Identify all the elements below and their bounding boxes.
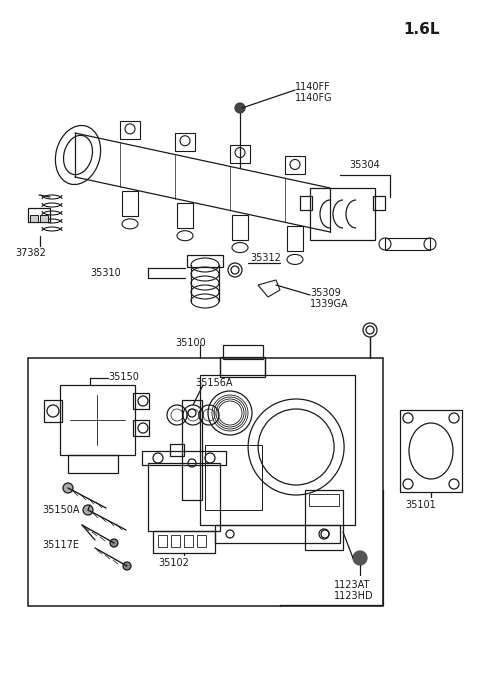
Bar bbox=[148, 463, 220, 531]
Circle shape bbox=[83, 505, 93, 515]
Bar bbox=[215, 525, 340, 543]
Bar bbox=[30, 215, 38, 222]
Bar bbox=[177, 203, 193, 228]
Circle shape bbox=[63, 483, 73, 493]
Bar bbox=[385, 238, 430, 250]
Text: 1123AT: 1123AT bbox=[334, 580, 371, 590]
Text: 35101: 35101 bbox=[405, 500, 436, 510]
Bar bbox=[200, 375, 355, 525]
Bar bbox=[287, 226, 303, 251]
Circle shape bbox=[110, 539, 118, 547]
Text: 35117E: 35117E bbox=[42, 540, 79, 550]
Bar bbox=[120, 121, 140, 139]
Bar bbox=[232, 214, 248, 239]
Bar bbox=[310, 188, 375, 240]
Bar bbox=[300, 196, 312, 210]
Text: 1.6L: 1.6L bbox=[404, 22, 440, 37]
Bar bbox=[187, 255, 223, 267]
Text: 35102: 35102 bbox=[158, 558, 189, 568]
Bar bbox=[171, 535, 180, 547]
Circle shape bbox=[235, 103, 245, 113]
Text: 35309: 35309 bbox=[310, 288, 341, 298]
Bar bbox=[175, 133, 195, 151]
Text: 35156A: 35156A bbox=[195, 378, 232, 388]
Bar bbox=[197, 535, 206, 547]
Circle shape bbox=[123, 562, 131, 570]
Bar bbox=[60, 385, 135, 455]
Bar bbox=[28, 208, 50, 222]
Bar bbox=[400, 410, 462, 492]
Text: 1140FF: 1140FF bbox=[295, 82, 331, 92]
Bar bbox=[182, 400, 202, 500]
Bar bbox=[153, 531, 215, 553]
Bar bbox=[28, 358, 383, 606]
Text: 35312: 35312 bbox=[250, 253, 281, 263]
Bar bbox=[122, 191, 138, 216]
Text: 37382: 37382 bbox=[15, 248, 46, 258]
Circle shape bbox=[353, 551, 367, 565]
Bar bbox=[305, 490, 343, 550]
Bar bbox=[170, 444, 184, 456]
Text: 35150A: 35150A bbox=[42, 505, 80, 515]
Bar bbox=[40, 215, 48, 222]
Bar bbox=[220, 357, 265, 377]
Bar bbox=[184, 535, 193, 547]
Bar bbox=[285, 156, 305, 175]
Text: 35100: 35100 bbox=[175, 338, 206, 348]
Bar bbox=[309, 494, 339, 506]
Bar bbox=[44, 400, 62, 422]
Text: 1339GA: 1339GA bbox=[310, 299, 348, 309]
Bar bbox=[133, 393, 149, 409]
Bar bbox=[205, 445, 262, 510]
Text: 35304: 35304 bbox=[349, 160, 380, 170]
Text: 1123HD: 1123HD bbox=[334, 591, 373, 601]
Text: 35310: 35310 bbox=[90, 268, 121, 278]
Bar bbox=[142, 451, 226, 465]
Bar bbox=[68, 455, 118, 473]
Bar bbox=[230, 145, 250, 162]
Bar bbox=[158, 535, 167, 547]
Bar bbox=[223, 345, 263, 359]
Bar bbox=[373, 196, 385, 210]
Bar bbox=[133, 420, 149, 436]
Text: 1140FG: 1140FG bbox=[295, 93, 333, 103]
Text: 35150: 35150 bbox=[108, 372, 139, 382]
